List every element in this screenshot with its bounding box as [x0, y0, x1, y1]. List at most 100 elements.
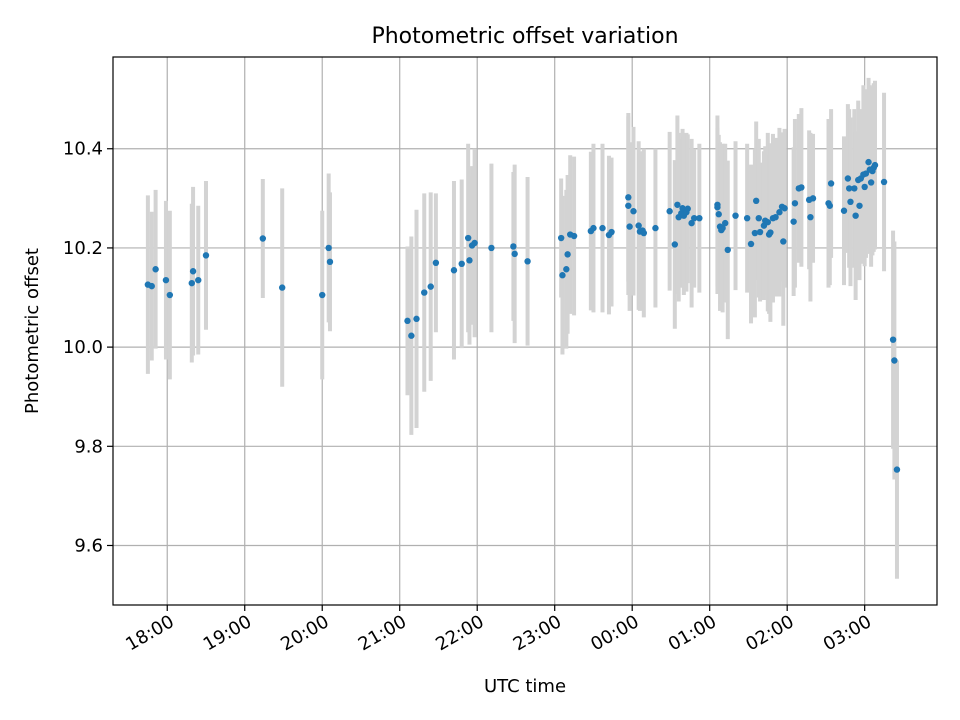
- data-point: [776, 209, 783, 216]
- data-point: [278, 284, 286, 291]
- data-point: [464, 234, 472, 242]
- data-point: [791, 200, 799, 207]
- data-point: [625, 202, 632, 209]
- data-point: [755, 214, 762, 222]
- data-point: [640, 229, 648, 237]
- y-tick-label: 10.4: [63, 139, 103, 160]
- data-point: [195, 276, 202, 284]
- data-point: [679, 205, 686, 212]
- data-point: [421, 289, 428, 296]
- data-point: [666, 208, 673, 215]
- y-tick-label: 10.2: [63, 238, 103, 259]
- data-point: [570, 232, 578, 240]
- data-point: [852, 212, 859, 219]
- data-point: [202, 252, 210, 259]
- data-point: [826, 202, 834, 209]
- data-points: [144, 158, 901, 473]
- data-point: [488, 244, 495, 252]
- data-point: [471, 239, 478, 247]
- data-point: [790, 218, 797, 225]
- data-point: [450, 267, 458, 274]
- data-point: [756, 228, 764, 236]
- data-point: [626, 223, 633, 230]
- data-point: [319, 291, 326, 299]
- data-point: [893, 466, 901, 473]
- data-point: [781, 205, 788, 212]
- data-point: [719, 224, 726, 232]
- data-point: [747, 240, 755, 248]
- data-point: [724, 246, 731, 254]
- data-point: [466, 257, 473, 264]
- data-point: [847, 198, 854, 206]
- y-axis-label: Photometric offset: [22, 248, 43, 414]
- x-axis-label: UTC time: [484, 676, 566, 697]
- data-point: [865, 158, 872, 166]
- data-point: [524, 258, 531, 265]
- data-point: [767, 229, 774, 236]
- data-point: [780, 238, 787, 245]
- data-point: [564, 251, 571, 258]
- data-point: [862, 170, 870, 177]
- chart-title: Photometric offset variation: [371, 24, 678, 49]
- data-point: [714, 204, 721, 211]
- y-tick-label: 9.8: [74, 436, 103, 457]
- data-point: [630, 208, 637, 215]
- data-point: [690, 214, 698, 222]
- data-point: [559, 272, 566, 279]
- data-point: [827, 180, 835, 187]
- data-point: [721, 219, 729, 227]
- data-point: [625, 194, 632, 201]
- plot-frame: [112, 56, 938, 606]
- data-point: [652, 224, 659, 232]
- data-point: [743, 214, 751, 222]
- data-point: [867, 179, 875, 186]
- data-point: [427, 283, 434, 290]
- data-point: [798, 184, 805, 191]
- data-point: [891, 357, 898, 364]
- data-point: [590, 224, 597, 232]
- y-axis-ticks: 9.6 9.8 10.0 10.2 10.4: [63, 139, 113, 556]
- data-point: [510, 243, 517, 250]
- data-point: [880, 178, 888, 186]
- y-tick-label: 9.6: [74, 535, 103, 556]
- data-point: [162, 276, 170, 284]
- data-point: [511, 250, 518, 258]
- data-point: [326, 258, 334, 266]
- data-point: [557, 234, 565, 242]
- data-point: [671, 241, 679, 248]
- data-point: [844, 175, 852, 182]
- data-point: [563, 266, 570, 273]
- data-point: [752, 197, 760, 205]
- data-point: [152, 266, 159, 273]
- data-point: [871, 161, 879, 169]
- data-point: [764, 218, 772, 226]
- data-point: [688, 219, 695, 227]
- data-point: [458, 260, 465, 268]
- data-point: [259, 235, 267, 242]
- data-point: [599, 224, 606, 232]
- data-point: [861, 183, 868, 191]
- data-point: [148, 282, 155, 290]
- data-point: [188, 279, 195, 287]
- data-point: [751, 229, 759, 237]
- data-point: [856, 202, 863, 209]
- data-point: [772, 213, 779, 221]
- data-point: [432, 259, 440, 267]
- data-point: [408, 332, 415, 339]
- data-point: [851, 185, 858, 192]
- data-point: [674, 201, 681, 208]
- data-point: [635, 222, 642, 229]
- data-point: [696, 214, 703, 222]
- data-point: [413, 315, 420, 323]
- data-point: [608, 228, 615, 236]
- data-point: [807, 213, 814, 221]
- data-point: [845, 185, 853, 192]
- data-point: [189, 268, 197, 275]
- data-point: [325, 244, 332, 252]
- data-point: [684, 205, 691, 212]
- data-point: [715, 211, 722, 218]
- data-point: [166, 291, 174, 299]
- data-point: [732, 212, 739, 219]
